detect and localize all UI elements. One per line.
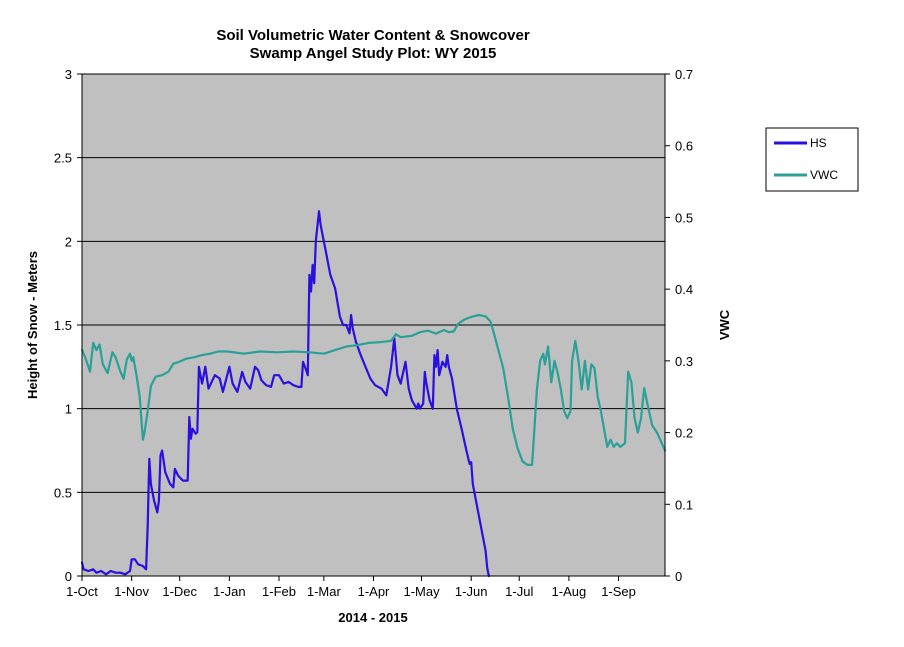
- y-right-tick-label: 0.4: [675, 282, 693, 297]
- series-line-vwc: [80, 313, 667, 466]
- x-tick-label: 1-Feb: [262, 584, 296, 599]
- x-tick-label: 1-Jul: [505, 584, 533, 599]
- series-line-hs: [80, 210, 490, 578]
- y-right-tick-label: 0.5: [675, 210, 693, 225]
- y-right-tick-label: 0.6: [675, 139, 693, 154]
- x-tick-label: 1-Sep: [601, 584, 636, 599]
- x-tick-label: 1-Dec: [162, 584, 197, 599]
- x-axis-title: 2014 - 2015: [338, 610, 407, 625]
- legend: HS VWC: [765, 127, 859, 192]
- x-tick-label: 1-Mar: [307, 584, 342, 599]
- y-left-tick-label: 2.5: [54, 151, 72, 166]
- x-tick-label: 1-Nov: [114, 584, 149, 599]
- x-tick-label: 1-Apr: [358, 584, 390, 599]
- legend-box: [765, 127, 859, 192]
- x-tick-label: 1-May: [403, 584, 440, 599]
- legend-label-hs: HS: [810, 136, 827, 150]
- chart-subtitle: Swamp Angel Study Plot: WY 2015: [250, 45, 497, 62]
- y-right-tick-label: 0.3: [675, 354, 693, 369]
- x-tick-label: 1-Jan: [213, 584, 246, 599]
- x-tick-label: 1-Jun: [455, 584, 488, 599]
- series-layer: [80, 210, 667, 578]
- x-tick-label: 1-Oct: [66, 584, 98, 599]
- y-axis-left: 0 0.5 1 1.5 2 2.5 3: [54, 67, 82, 584]
- y-left-tick-label: 0: [65, 569, 72, 584]
- y-right-tick-label: 0.2: [675, 426, 693, 441]
- y-left-tick-label: 1: [65, 402, 72, 417]
- chart-title: Soil Volumetric Water Content & Snowcove…: [216, 27, 530, 44]
- y-left-tick-label: 1.5: [54, 318, 72, 333]
- y-right-tick-label: 0.7: [675, 67, 693, 82]
- legend-label-vwc: VWC: [810, 168, 838, 182]
- y-right-tick-label: 0.1: [675, 497, 693, 512]
- y-axis-left-title: Height of Snow - Meters: [25, 251, 40, 399]
- y-right-tick-label: 0: [675, 569, 682, 584]
- x-tick-label: 1-Aug: [552, 584, 587, 599]
- gridlines: [82, 73, 665, 493]
- y-axis-right-title: VWC: [717, 309, 732, 340]
- y-left-tick-label: 2: [65, 234, 72, 249]
- x-axis: 1-Oct 1-Nov 1-Dec 1-Jan 1-Feb 1-Mar 1-Apr 1-May…: [66, 576, 636, 599]
- y-left-tick-label: 0.5: [54, 485, 72, 500]
- y-axis-right: 0 0.1 0.2 0.3 0.4 0.5 0.6 0.7: [665, 67, 693, 584]
- y-left-tick-label: 3: [65, 67, 72, 82]
